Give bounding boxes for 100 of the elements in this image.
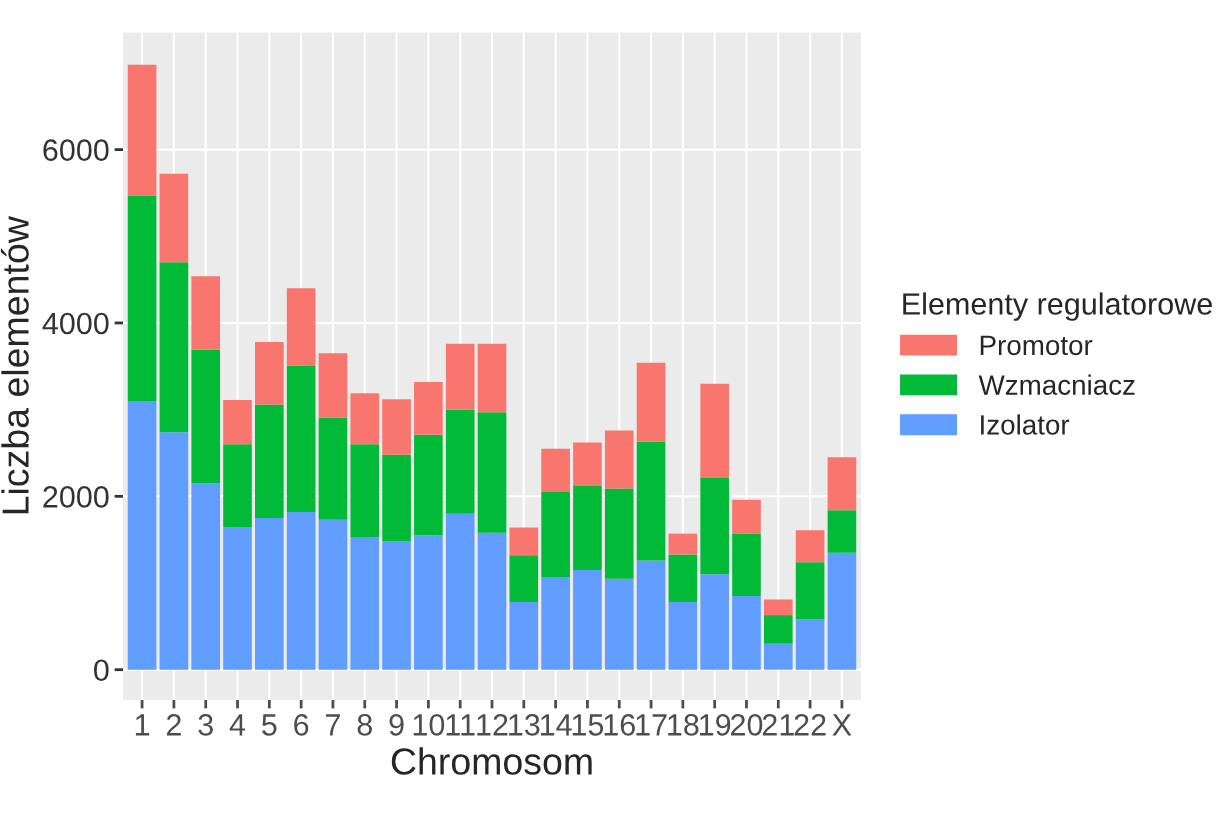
- x-tick-label: 15: [572, 714, 604, 736]
- bar: [636, 362, 666, 442]
- y-tick-label: 6000: [43, 139, 109, 161]
- bar: [255, 404, 284, 518]
- x-tick-label: 11: [446, 714, 475, 736]
- bar: [732, 596, 761, 670]
- bar: [445, 513, 475, 670]
- x-axis-title: Chromosom: [391, 747, 592, 775]
- bar: [127, 64, 157, 196]
- x-tick-label: 13: [509, 714, 540, 736]
- bar: [700, 574, 729, 670]
- bar: [573, 485, 602, 571]
- bar: [127, 400, 157, 670]
- bar: [445, 409, 475, 514]
- bar: [795, 619, 825, 670]
- x-tick-label: 1: [135, 714, 150, 736]
- bar: [286, 365, 316, 512]
- x-tick-label: 7: [326, 714, 340, 736]
- bar: [286, 288, 316, 366]
- bar: [350, 537, 380, 670]
- bar: [477, 532, 507, 670]
- bar: [223, 527, 252, 670]
- bar: [573, 442, 602, 486]
- legend-label: Izolator: [981, 414, 1070, 435]
- x-tick-label: 17: [636, 714, 667, 736]
- x-tick-label: 14: [540, 714, 572, 736]
- bar: [159, 173, 189, 263]
- legend-label: Promotor: [980, 335, 1093, 356]
- bar: [795, 530, 825, 563]
- x-tick-label: X: [832, 714, 852, 736]
- bar: [541, 576, 570, 670]
- legend-label: Wzmacniacz: [978, 374, 1135, 395]
- x-tick-label: 12: [477, 714, 508, 736]
- bar: [223, 444, 252, 528]
- bar: [286, 511, 316, 670]
- bar: [604, 430, 634, 489]
- bar: [414, 535, 443, 670]
- bar: [604, 488, 634, 579]
- x-tick-label: 4: [229, 714, 246, 736]
- bar: [763, 599, 793, 616]
- x-tick-label: 5: [262, 714, 277, 736]
- bar: [541, 491, 570, 577]
- x-tick-label: 9: [389, 714, 404, 736]
- bar: [255, 518, 284, 670]
- bar: [223, 400, 252, 445]
- bar: [763, 615, 793, 644]
- bar: [795, 562, 825, 620]
- x-tick-label: 20: [731, 714, 763, 736]
- bar: [350, 393, 380, 445]
- bar: [382, 454, 411, 542]
- bar: [159, 432, 189, 670]
- y-axis-title: Liczba elementów: [0, 216, 29, 514]
- bar: [541, 448, 570, 492]
- x-tick-label: 18: [668, 714, 699, 736]
- bar: [318, 353, 348, 418]
- bar: [509, 602, 539, 670]
- bar: [255, 342, 284, 405]
- bar: [159, 262, 189, 433]
- bar: [732, 499, 761, 534]
- x-tick-label: 8: [357, 714, 372, 736]
- bar: [604, 578, 634, 670]
- y-tick-label: 0: [94, 659, 109, 682]
- x-tick-label: 2: [166, 714, 181, 736]
- x-tick-label: 16: [604, 714, 635, 736]
- bar: [763, 643, 793, 670]
- bar: [509, 527, 539, 556]
- bar: [318, 519, 348, 670]
- x-tick-label: 21: [762, 714, 794, 736]
- bar: [636, 441, 666, 561]
- bar: [191, 276, 221, 350]
- x-tick-label: 19: [700, 714, 731, 736]
- bar: [827, 457, 857, 511]
- x-tick-label: 10: [413, 714, 445, 736]
- bar: [573, 570, 602, 670]
- bar: [732, 533, 761, 597]
- bar: [700, 383, 729, 479]
- bar: [191, 349, 221, 484]
- bar: [636, 560, 666, 670]
- bar: [668, 533, 698, 555]
- bar: [668, 602, 698, 670]
- bar: [445, 343, 475, 410]
- bar: [700, 478, 729, 575]
- bar: [827, 552, 857, 670]
- bar: [827, 510, 857, 553]
- bar: [509, 555, 539, 603]
- bar: [191, 483, 221, 670]
- bar: [382, 399, 411, 455]
- y-tick-label: 4000: [42, 312, 109, 335]
- bar: [414, 434, 443, 536]
- x-tick-label: 3: [198, 714, 213, 736]
- y-tick-label: 2000: [43, 486, 109, 508]
- x-tick-label: 22: [794, 714, 826, 736]
- legend-title: Elementy regulatorowe: [903, 292, 1212, 321]
- bar: [382, 541, 411, 670]
- bar: [414, 381, 443, 435]
- bar: [477, 412, 507, 533]
- bar: [350, 444, 380, 538]
- bar: [668, 554, 698, 603]
- bar: [477, 343, 507, 413]
- bar: [127, 195, 157, 401]
